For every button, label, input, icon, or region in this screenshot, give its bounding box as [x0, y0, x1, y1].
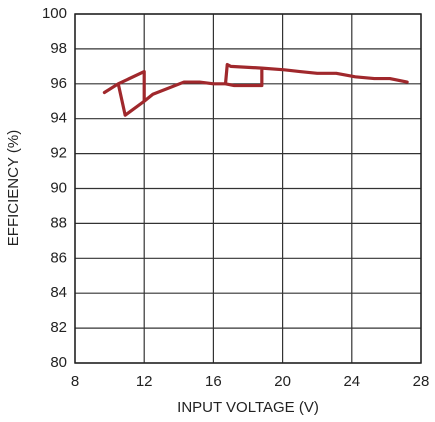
- y-tick-label: 80: [50, 354, 67, 371]
- y-tick-label: 86: [50, 249, 67, 266]
- y-tick-label: 96: [50, 75, 67, 92]
- x-tick-label: 20: [274, 373, 291, 390]
- plot-frame: [74, 13, 422, 364]
- y-tick-label: 98: [50, 40, 67, 57]
- x-tick-label: 12: [136, 373, 153, 390]
- x-tick-label: 28: [413, 373, 430, 390]
- y-axis-title: EFFICIENCY (%): [5, 130, 22, 246]
- y-tick-label: 88: [50, 214, 67, 231]
- y-tick-label: 90: [50, 179, 67, 196]
- y-tick-label: 92: [50, 145, 67, 162]
- y-tick-label: 94: [50, 110, 67, 127]
- data-line: [102, 63, 409, 117]
- x-axis-title: INPUT VOLTAGE (V): [177, 399, 319, 416]
- x-tick-label: 24: [343, 373, 360, 390]
- x-tick-label: 16: [205, 373, 222, 390]
- x-tick-label: 8: [71, 373, 79, 390]
- y-tick-label: 100: [42, 5, 67, 22]
- y-tick-label: 84: [50, 284, 67, 301]
- y-tick-label: 82: [50, 319, 67, 336]
